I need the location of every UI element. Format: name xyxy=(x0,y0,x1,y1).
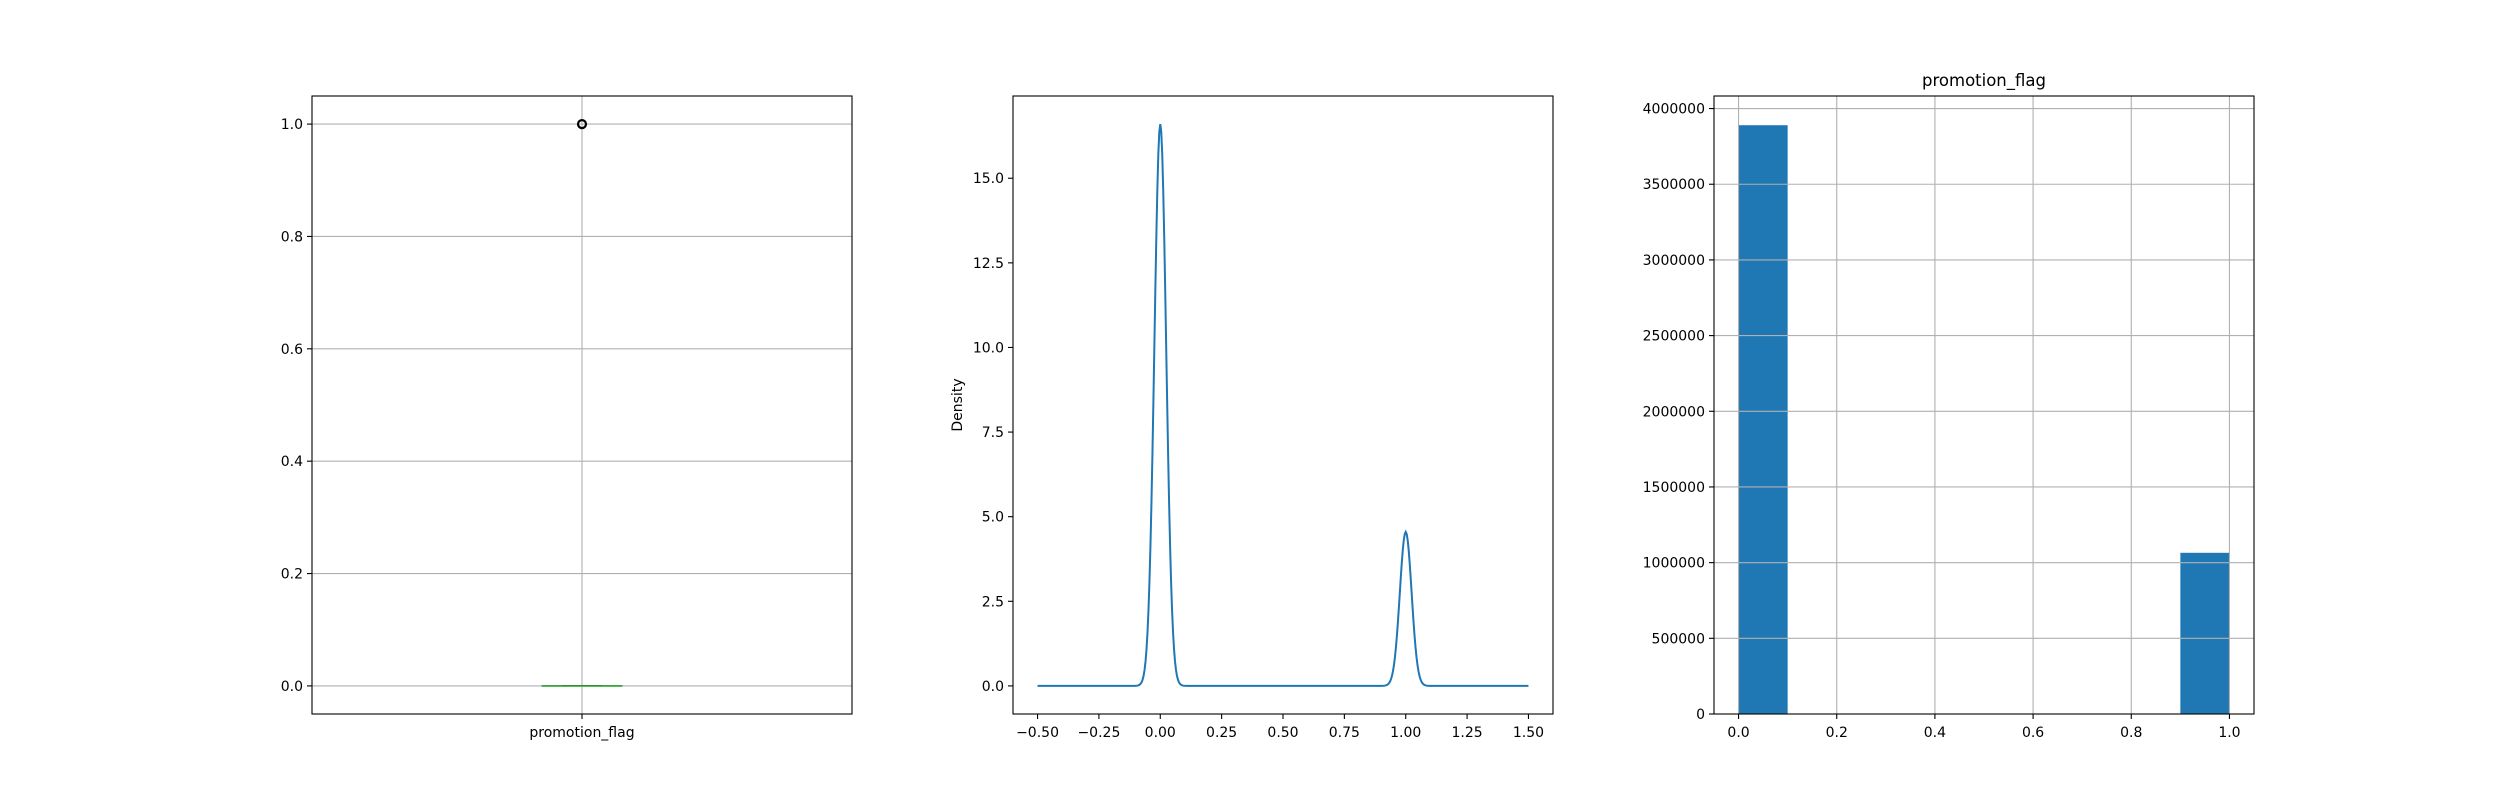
boxplot-y-tick-label: 1.0 xyxy=(281,117,303,133)
boxplot-y-tick-label: 0.2 xyxy=(281,567,303,583)
histogram-marks xyxy=(1738,125,2230,714)
density-ticks: 0.0 2.5 5.0 7.5 10.0 12.5 15.0 −0.50 −0.25 0.00 0.… xyxy=(973,171,1544,741)
boxplot-y-tick-label: 0.0 xyxy=(281,679,303,695)
histogram-y-tick-label: 1500000 xyxy=(1643,480,1705,496)
density-y-tick-label: 15.0 xyxy=(973,171,1004,187)
boxplot-y-tick-label: 0.8 xyxy=(281,229,303,245)
boxplot-outlier xyxy=(576,118,588,130)
histogram-ticks: 0 500000 1000000 1500000 2000000 2500000 30000… xyxy=(1643,102,2241,741)
histogram-x-tick-label: 1.0 xyxy=(2218,725,2240,741)
histogram-x-tick-label: 0.0 xyxy=(1727,725,1749,741)
histogram-y-tick-label: 2000000 xyxy=(1643,404,1705,420)
histogram-y-tick-label: 1000000 xyxy=(1643,556,1705,572)
histogram-y-tick-label: 4000000 xyxy=(1643,102,1705,118)
density-y-tick-label: 2.5 xyxy=(982,594,1004,610)
density-y-tick-label: 7.5 xyxy=(982,425,1004,441)
density-x-tick-label: −0.50 xyxy=(1016,725,1059,741)
histogram-y-tick-label: 3500000 xyxy=(1643,177,1705,193)
histogram-axes-frame xyxy=(1713,95,2255,715)
boxplot-panel: 0.0 0.2 0.4 0.6 0.8 1.0 promotion_flag xyxy=(281,95,853,741)
density-y-tick-label: 5.0 xyxy=(982,510,1004,526)
density-x-tick-label: 0.25 xyxy=(1206,725,1237,741)
density-y-axis-label: Density xyxy=(950,378,966,431)
histogram-title: promotion_flag xyxy=(1922,71,2046,91)
histogram-x-tick-label: 0.8 xyxy=(2120,725,2142,741)
density-x-tick-label: 0.50 xyxy=(1267,725,1298,741)
histogram-y-tick-label: 3000000 xyxy=(1643,253,1705,269)
density-x-tick-label: −0.25 xyxy=(1077,725,1120,741)
boxplot-marks xyxy=(541,118,623,687)
density-x-tick-label: 1.00 xyxy=(1390,725,1421,741)
boxplot-y-tick-label: 0.4 xyxy=(281,454,303,470)
histogram-x-tick-label: 0.6 xyxy=(2022,725,2044,741)
density-x-tick-label: 0.75 xyxy=(1329,725,1360,741)
density-panel: 0.0 2.5 5.0 7.5 10.0 12.5 15.0 −0.50 −0.25 0.00 0.… xyxy=(950,95,1554,741)
histogram-bar xyxy=(2180,552,2230,714)
boxplot-category-label: promotion_flag xyxy=(529,725,634,741)
histogram-y-tick-label: 2500000 xyxy=(1643,329,1705,345)
histogram-y-tick-label: 500000 xyxy=(1652,631,1705,647)
density-x-tick-label: 1.50 xyxy=(1513,725,1544,741)
histogram-y-tick-label: 0 xyxy=(1696,707,1705,723)
boxplot-ticks: 0.0 0.2 0.4 0.6 0.8 1.0 xyxy=(281,117,583,719)
histogram-panel: 0 500000 1000000 1500000 2000000 2500000 30000… xyxy=(1643,71,2255,741)
density-x-tick-label: 1.25 xyxy=(1452,725,1483,741)
boxplot-grid xyxy=(312,96,852,714)
density-y-tick-label: 0.0 xyxy=(982,679,1004,695)
density-y-tick-label: 10.0 xyxy=(973,340,1004,356)
density-curve xyxy=(1037,123,1529,687)
histogram-x-tick-label: 0.2 xyxy=(1826,725,1848,741)
histogram-bar xyxy=(1738,125,1788,714)
histogram-x-tick-label: 0.4 xyxy=(1924,725,1946,741)
density-marks xyxy=(1037,123,1529,687)
density-y-tick-label: 12.5 xyxy=(973,256,1004,272)
boxplot-y-tick-label: 0.6 xyxy=(281,342,303,358)
density-x-tick-label: 0.00 xyxy=(1145,725,1176,741)
histogram-grid xyxy=(1714,96,2254,715)
